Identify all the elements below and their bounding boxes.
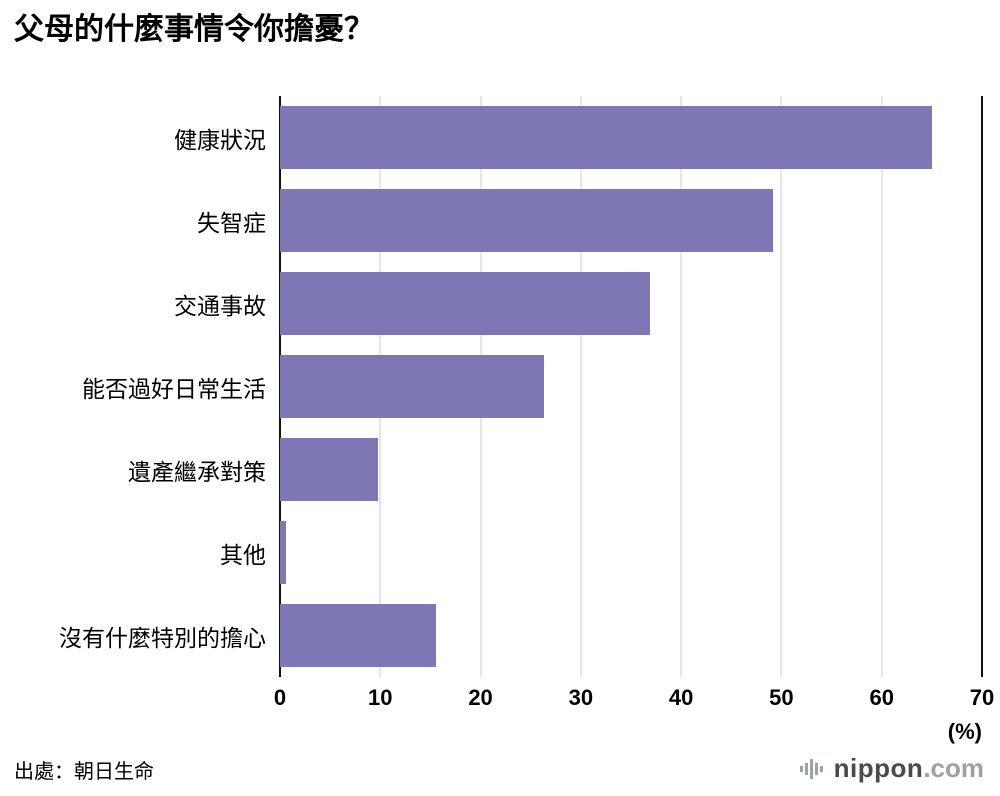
chart: 健康狀況失智症交通事故能否過好日常生活遺產繼承對策其他沒有什麼特別的擔心 0 10… (0, 96, 994, 745)
bar-track (280, 96, 982, 179)
unit-label: (%) (947, 719, 982, 744)
bar-track (280, 345, 982, 428)
bar (280, 355, 544, 418)
category-label: 能否過好日常生活 (82, 375, 266, 402)
bar-track (280, 262, 982, 345)
tick-label: 60 (869, 685, 894, 710)
nippon-logo-domain: .com (923, 753, 984, 783)
bar (280, 106, 932, 169)
chart-title: 父母的什麼事情令你擔憂？ (14, 13, 374, 46)
category-label: 遺產繼承對策 (128, 458, 266, 485)
chart-row: 遺產繼承對策 (0, 428, 982, 511)
tick-label: 40 (668, 685, 694, 710)
category-label: 健康狀況 (174, 126, 266, 153)
nippon-logo: nippon.com (799, 753, 984, 784)
chart-row: 沒有什麼特別的擔心 (0, 594, 982, 677)
nippon-logo-text: nippon (833, 753, 924, 783)
x-axis: 0 10 20 30 40 50 60 70 (274, 677, 994, 711)
footer: 出處：朝日生命 nippon.com (14, 753, 984, 784)
chart-row: 健康狀況 (0, 96, 982, 179)
category-label: 失智症 (197, 209, 266, 236)
tick-label: 70 (969, 685, 995, 710)
gridline (881, 96, 883, 677)
category-label: 交通事故 (174, 292, 266, 319)
chart-row: 能否過好日常生活 (0, 345, 982, 428)
bar-track (280, 511, 982, 594)
chart-rows: 健康狀況失智症交通事故能否過好日常生活遺產繼承對策其他沒有什麼特別的擔心 (0, 96, 982, 677)
tick-label: 0 (273, 685, 287, 710)
gridline (680, 96, 682, 677)
tick-label: 20 (468, 685, 493, 710)
gridline (981, 96, 983, 677)
chart-row: 交通事故 (0, 262, 982, 345)
category-label: 沒有什麼特別的擔心 (59, 624, 266, 651)
bar-track (280, 428, 982, 511)
bar (280, 272, 651, 335)
category-label: 其他 (220, 541, 266, 568)
bar (280, 604, 437, 667)
plot-area: 健康狀況失智症交通事故能否過好日常生活遺產繼承對策其他沒有什麼特別的擔心 (0, 96, 983, 677)
chart-row: 失智症 (0, 179, 982, 262)
tick-label: 10 (368, 685, 393, 710)
bar-track (280, 179, 982, 262)
gridline (580, 96, 582, 677)
tick-label: 50 (769, 685, 794, 710)
nippon-soundwave-icon (799, 758, 823, 779)
source-text: 出處：朝日生命 (14, 761, 154, 783)
tick-label: 30 (568, 685, 594, 710)
bar-track (280, 594, 982, 677)
gridline (780, 96, 782, 677)
bar (280, 521, 287, 584)
chart-row: 其他 (0, 511, 982, 594)
bar (280, 189, 774, 252)
bar (280, 438, 379, 501)
